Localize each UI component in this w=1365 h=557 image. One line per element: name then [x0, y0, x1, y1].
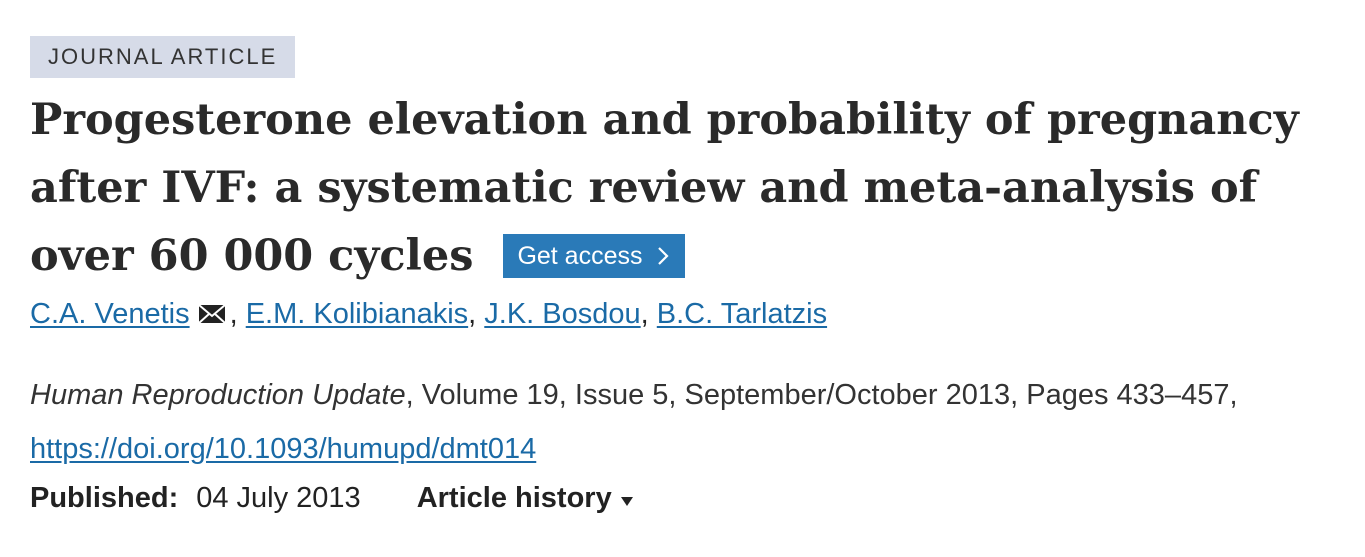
journal-name: Human Reproduction Update — [30, 379, 406, 411]
chevron-icon — [657, 247, 669, 265]
published-label: Published: — [30, 482, 179, 514]
article-history[interactable]: Article history — [417, 482, 634, 514]
article-type: JOURNAL ARTICLE — [30, 36, 296, 78]
author-link[interactable]: B.C. Tarlatzis — [656, 298, 828, 330]
published-date: 04 July 2013 — [196, 482, 361, 514]
author-separator: , — [468, 298, 485, 330]
doi-link[interactable]: https://doi.org/10.1093/humupd/dmt014 — [30, 433, 537, 465]
citation-details: , Volume 19, Issue 5, September/October … — [405, 379, 1238, 411]
author-separator: , — [229, 298, 246, 330]
email-icon[interactable] — [197, 300, 226, 333]
history-text: Article history — [416, 482, 612, 514]
title-line: over 60 000 cycles Get access — [30, 222, 1299, 290]
title-text: over 60 000 cycles — [30, 231, 474, 281]
title-line: Progesterone elevation and probability o… — [30, 95, 1299, 145]
article-title: Progesterone elevation and probability o… — [30, 86, 1299, 290]
author-separator: , — [640, 298, 657, 330]
title-line: after IVF: a systematic review and meta-… — [30, 163, 1258, 213]
author-link[interactable]: E.M. Kolibianakis — [245, 298, 469, 330]
author-list: C.A. Venetis, E.M. Kolibianakis, J.K. Bo… — [30, 298, 827, 333]
author-link[interactable]: J.K. Bosdou — [484, 298, 641, 330]
author-link[interactable]: C.A. Venetis — [30, 298, 190, 330]
publication-info: Published: 04 July 2013 Article history — [30, 482, 634, 515]
dropdown-icon — [620, 497, 633, 506]
button-text: Get access — [517, 242, 643, 270]
envelope — [197, 304, 226, 324]
citation: Human Reproduction Update, Volume 19, Is… — [30, 368, 1330, 476]
get-access-button[interactable]: Get access — [503, 234, 685, 278]
